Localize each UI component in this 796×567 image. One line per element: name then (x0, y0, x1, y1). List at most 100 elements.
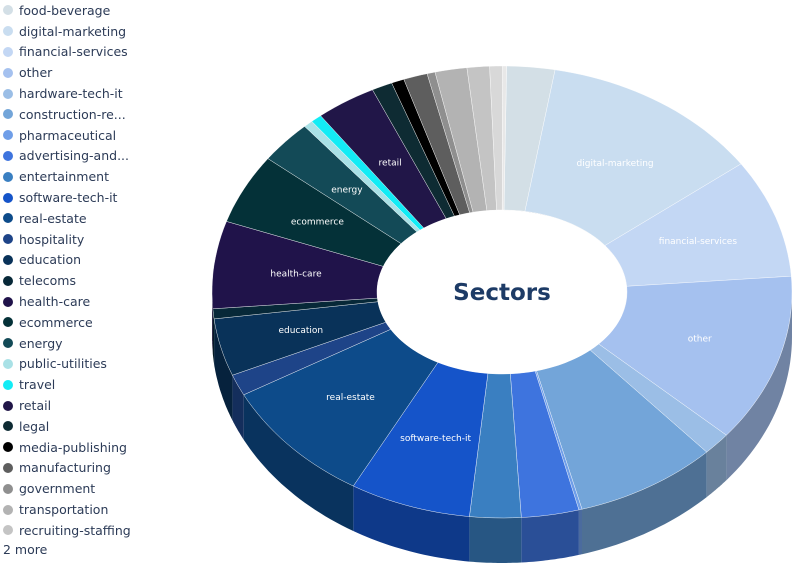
slice-side-other (726, 292, 792, 481)
legend-item-software-tech-it[interactable]: software-tech-it (3, 187, 163, 208)
legend-swatch (3, 150, 13, 161)
legend-item-financial-services[interactable]: financial-services (3, 42, 163, 63)
legend-label: manufacturing (19, 460, 111, 476)
legend-swatch (3, 130, 13, 141)
legend-label: education (19, 252, 82, 268)
legend-label: other (19, 65, 53, 81)
legend-label: hardware-tech-it (19, 86, 123, 102)
legend-swatch (3, 234, 13, 245)
legend-item-manufacturing[interactable]: manufacturing (3, 458, 163, 479)
legend-swatch (3, 171, 13, 182)
legend-item-media-publishing[interactable]: media-publishing (3, 437, 163, 458)
slice-side-education (214, 318, 233, 421)
legend-item-travel[interactable]: travel (3, 374, 163, 395)
legend-item-transportation[interactable]: transportation (3, 499, 163, 520)
legend-label: ecommerce (19, 314, 93, 330)
legend-swatch (3, 379, 13, 390)
legend-item-other[interactable]: other (3, 62, 163, 83)
slice-label-health-care: health-care (270, 269, 322, 279)
legend-label: financial-services (19, 44, 128, 60)
legend-label: telecoms (19, 273, 76, 289)
legend-swatch (3, 275, 13, 286)
legend-item-hardware-tech-it[interactable]: hardware-tech-it (3, 83, 163, 104)
legend-label: digital-marketing (19, 23, 127, 39)
legend-swatch (3, 483, 13, 494)
legend-item-digital-marketing[interactable]: digital-marketing (3, 21, 163, 42)
slice-label-energy: energy (331, 186, 363, 196)
legend-label: health-care (19, 294, 91, 310)
slice-slice-27[interactable] (501, 65, 507, 211)
slice-label-software-tech-it: software-tech-it (400, 434, 471, 444)
slice-label-real-estate: real-estate (326, 393, 375, 403)
chart-title: Sectors (453, 280, 551, 306)
legend-item-energy[interactable]: energy (3, 333, 163, 354)
legend-label: public-utilities (19, 356, 107, 372)
legend-swatch (3, 421, 13, 432)
slice-side-pharmaceutical (578, 509, 582, 555)
slice-side-hardware-tech-it (706, 435, 727, 498)
legend-label: real-estate (19, 210, 87, 226)
legend-swatch (3, 254, 13, 265)
slice-side-hospitality (232, 375, 244, 440)
legend-item-real-estate[interactable]: real-estate (3, 208, 163, 229)
legend-swatch (3, 504, 13, 515)
legend-label: advertising-and... (19, 148, 129, 164)
legend-swatch (3, 26, 13, 37)
legend-swatch (3, 338, 13, 349)
legend-item-entertainment[interactable]: entertainment (3, 166, 163, 187)
legend-swatch (3, 317, 13, 328)
legend-item-food-beverage[interactable]: food-beverage (3, 0, 163, 21)
donut-hole (377, 210, 627, 374)
slice-label-ecommerce: ecommerce (291, 218, 345, 228)
legend-label: retail (19, 398, 52, 414)
legend-item-hospitality[interactable]: hospitality (3, 229, 163, 250)
legend-item-retail[interactable]: retail (3, 395, 163, 416)
legend-label: media-publishing (19, 439, 127, 455)
legend-swatch (3, 442, 13, 453)
legend-item-recruiting-staffing[interactable]: recruiting-staffing (3, 520, 163, 541)
legend-label: recruiting-staffing (19, 522, 131, 538)
legend-swatch (3, 400, 13, 411)
legend-item-pharmaceutical[interactable]: pharmaceutical (3, 125, 163, 146)
legend-more-link[interactable]: 2 more (3, 542, 48, 557)
slice-side-entertainment (469, 516, 522, 563)
legend-swatch (3, 109, 13, 120)
legend-label: energy (19, 335, 63, 351)
legend-label: hospitality (19, 231, 85, 247)
legend-item-advertising-and[interactable]: advertising-and... (3, 146, 163, 167)
slice-label-digital-marketing: digital-marketing (577, 159, 654, 169)
legend-item-ecommerce[interactable]: ecommerce (3, 312, 163, 333)
slice-label-financial-services: financial-services (659, 237, 738, 247)
legend-item-health-care[interactable]: health-care (3, 291, 163, 312)
legend: food-beverage digital-marketing financial-… (3, 0, 163, 541)
legend-swatch (3, 462, 13, 473)
slice-side-telecoms (212, 308, 215, 364)
slice-label-other: other (688, 335, 712, 345)
legend-item-government[interactable]: government (3, 478, 163, 499)
legend-swatch (3, 46, 13, 57)
legend-label: legal (19, 418, 50, 434)
legend-label: transportation (19, 502, 109, 518)
legend-label: entertainment (19, 169, 109, 185)
legend-label: pharmaceutical (19, 127, 117, 143)
legend-label: government (19, 481, 96, 497)
legend-label: food-beverage (19, 2, 111, 18)
slice-label-retail: retail (379, 158, 402, 168)
legend-item-construction-re[interactable]: construction-re... (3, 104, 163, 125)
legend-item-education[interactable]: education (3, 250, 163, 271)
slice-side-advertising-and (521, 509, 579, 563)
legend-swatch (3, 525, 13, 536)
legend-item-telecoms[interactable]: telecoms (3, 270, 163, 291)
legend-swatch (3, 296, 13, 307)
legend-swatch (3, 88, 13, 99)
legend-label: software-tech-it (19, 190, 118, 206)
legend-swatch (3, 5, 13, 16)
legend-item-legal[interactable]: legal (3, 416, 163, 437)
legend-swatch (3, 67, 13, 78)
legend-swatch (3, 192, 13, 203)
slice-label-education: education (278, 326, 323, 336)
legend-item-public-utilities[interactable]: public-utilities (3, 354, 163, 375)
legend-label: travel (19, 377, 56, 393)
legend-swatch (3, 358, 13, 369)
